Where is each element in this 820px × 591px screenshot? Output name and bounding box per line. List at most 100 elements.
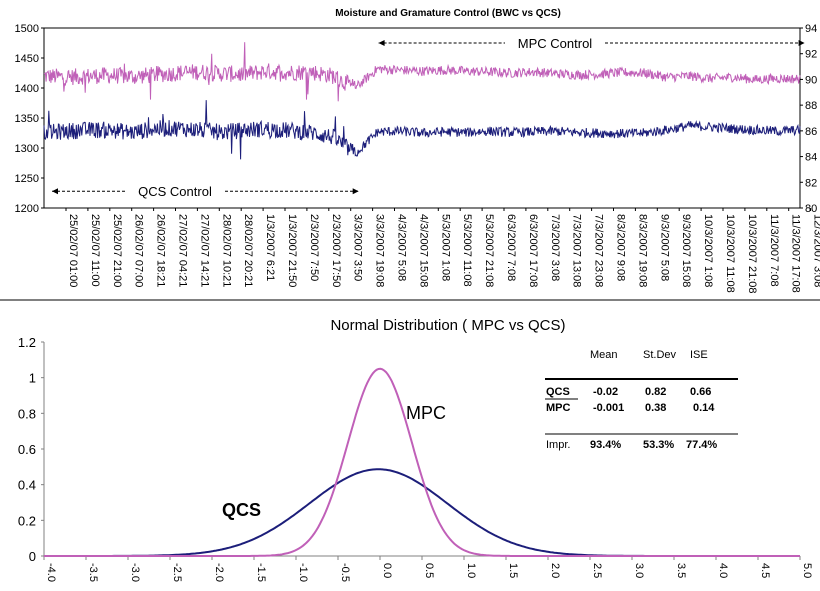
top-x-tick-label: 7/3/2007 13:08 <box>571 214 583 287</box>
top-right-tick-label: 86 <box>805 126 817 138</box>
top-right-tick-label: 80 <box>805 203 817 215</box>
bottom-x-tick-label: -4.0 <box>45 563 57 582</box>
top-x-tick-label: 5/3/2007 21:08 <box>483 214 495 287</box>
stats-row-impr-ise: 77.4% <box>686 439 717 451</box>
top-series-line-pink <box>43 42 801 102</box>
bottom-y-tick-label: 0.2 <box>18 513 36 528</box>
top-series-line-navy <box>43 100 801 160</box>
top-x-tick-label: 28/02/07 20:21 <box>242 214 254 287</box>
top-left-tick-label: 1250 <box>15 173 39 185</box>
bottom-x-tick-label: 3.5 <box>675 563 687 578</box>
top-x-tick-label: 7/3/2007 23:08 <box>593 214 605 287</box>
bottom-chart-title: Normal Distribution ( MPC vs QCS) <box>330 317 565 334</box>
stats-row-mpc-mean: -0.001 <box>593 402 624 414</box>
top-right-tick-label: 90 <box>805 74 817 86</box>
bottom-x-tick-label: -0.5 <box>339 563 351 582</box>
top-x-tick-label: 5/3/2007 1:08 <box>439 214 451 281</box>
top-x-tick-label: 10/3/2007 1:08 <box>702 214 714 287</box>
top-left-axis: 1200 1250 1300 1350 1400 1450 1500 <box>15 23 44 215</box>
bottom-x-tick-label: -3.5 <box>87 563 99 582</box>
annotation-arrowhead-left <box>378 40 385 46</box>
stats-row-impr-stdev: 53.3% <box>643 439 674 451</box>
top-left-tick-label: 1500 <box>15 23 39 35</box>
bottom-y-tick-label: 0.6 <box>18 442 36 457</box>
curve-mpc <box>44 367 800 557</box>
top-x-tick-label: 1/3/2007 21:50 <box>286 214 298 287</box>
top-x-tick-label: 27/02/07 14:21 <box>198 214 210 287</box>
bottom-y-tick-label: 0.8 <box>18 406 36 421</box>
bottom-y-tick-label: 0 <box>29 549 36 564</box>
stats-row-qcs-mean: -0.02 <box>593 386 618 398</box>
top-chart-title: Moisture and Gramature Control (BWC vs Q… <box>335 8 561 19</box>
bottom-y-tick-label: 0.4 <box>18 478 36 493</box>
top-x-tick-label: 9/3/2007 15:08 <box>680 214 692 287</box>
top-x-tick-label: 28/02/07 10:21 <box>220 214 232 287</box>
stats-row-qcs-label: QCS <box>546 386 570 398</box>
bottom-x-tick-label: -2.0 <box>213 563 225 582</box>
stats-header-ise: ISE <box>690 349 708 361</box>
bottom-x-tick-label: 1.5 <box>507 563 519 578</box>
top-x-tick-label: 25/02/07 21:00 <box>111 214 123 287</box>
bottom-y-axis: 0 0.2 0.4 0.6 0.8 1 1.2 <box>18 335 44 564</box>
top-plot-area <box>43 27 801 209</box>
mpc-curve-label: MPC <box>406 403 446 423</box>
top-left-tick-label: 1400 <box>15 83 39 95</box>
bottom-x-tick-label: 2.0 <box>549 563 561 578</box>
top-x-tick-label: 25/02/07 11:00 <box>89 214 101 287</box>
top-x-tick-label: 11/3/2007 17:08 <box>790 214 802 293</box>
bottom-x-tick-label: -2.5 <box>171 563 183 582</box>
bottom-x-tick-label: 1.0 <box>465 563 477 578</box>
stats-row-qcs-ise: 0.66 <box>690 386 711 398</box>
top-annotations: MPC Control QCS Control <box>52 36 805 199</box>
mpc-control-label: MPC Control <box>518 36 593 51</box>
top-left-tick-label: 1300 <box>15 143 39 155</box>
top-x-tick-label: 26/02/07 07:00 <box>133 214 145 287</box>
annotation-arrowhead-right <box>352 188 359 195</box>
top-right-tick-label: 94 <box>805 23 817 35</box>
top-x-tick-label: 5/3/2007 11:08 <box>461 214 473 287</box>
top-x-tick-label: 4/3/2007 15:08 <box>417 214 429 287</box>
qcs-curve-label: QCS <box>222 500 261 520</box>
annotation-arrowhead-left <box>52 188 58 195</box>
top-right-tick-label: 84 <box>805 152 817 164</box>
top-x-tick-label: 2/3/2007 7:50 <box>308 214 320 281</box>
qcs-control-label: QCS Control <box>138 184 212 199</box>
stats-row-mpc-label: MPC <box>546 402 571 414</box>
top-left-tick-label: 1200 <box>15 203 39 215</box>
stats-row-qcs-stdev: 0.82 <box>645 386 666 398</box>
stats-row-impr-label: Impr. <box>546 439 570 451</box>
top-right-tick-label: 82 <box>805 177 817 189</box>
bottom-x-tick-label: -3.0 <box>129 563 141 582</box>
top-x-tick-label: 3/3/2007 19:08 <box>374 214 386 287</box>
bottom-x-tick-label: 0.0 <box>381 563 393 578</box>
top-left-tick-label: 1450 <box>15 53 39 65</box>
top-x-tick-label: 8/3/2007 9:08 <box>615 214 627 281</box>
top-x-tick-label: 7/3/2007 3:08 <box>549 214 561 281</box>
top-x-tick-label: 11/3/2007 7:08 <box>768 214 780 287</box>
top-x-tick-label: 9/3/2007 5:08 <box>658 214 670 281</box>
top-right-axis: 80 82 84 86 88 90 92 94 <box>800 23 817 215</box>
top-x-tick-label: 25/02/07 01:00 <box>67 214 79 287</box>
bottom-x-tick-label: 5.0 <box>801 563 813 578</box>
top-x-tick-label: 27/02/07 04:21 <box>177 214 189 287</box>
top-right-tick-label: 92 <box>805 49 817 61</box>
top-x-tick-label: 10/3/2007 11:08 <box>724 214 736 293</box>
bottom-x-tick-label: 0.5 <box>423 563 435 578</box>
bottom-chart: Normal Distribution ( MPC vs QCS) 0 0.2 0.… <box>18 317 813 582</box>
top-x-tick-label: 1/3/2007 6:21 <box>264 214 276 281</box>
stats-row-mpc-ise: 0.14 <box>693 402 715 414</box>
stats-header-mean: Mean <box>590 349 618 361</box>
stats-row-impr-mean: 93.4% <box>590 439 621 451</box>
top-x-tick-label: 4/3/2007 5:08 <box>396 214 408 281</box>
top-x-tick-label: 26/02/07 18:21 <box>155 214 167 287</box>
top-right-tick-label: 88 <box>805 100 817 112</box>
top-x-tick-label: 8/3/2007 19:08 <box>636 214 648 287</box>
top-x-tick-label: 6/3/2007 17:08 <box>527 214 539 287</box>
top-chart: Moisture and Gramature Control (BWC vs Q… <box>15 8 820 294</box>
curve-qcs <box>44 468 800 557</box>
annotation-arrowhead-right <box>798 40 805 46</box>
bottom-x-tick-label: 2.5 <box>591 563 603 578</box>
stats-header-stdev: St.Dev <box>643 349 677 361</box>
top-left-tick-label: 1350 <box>15 113 39 125</box>
